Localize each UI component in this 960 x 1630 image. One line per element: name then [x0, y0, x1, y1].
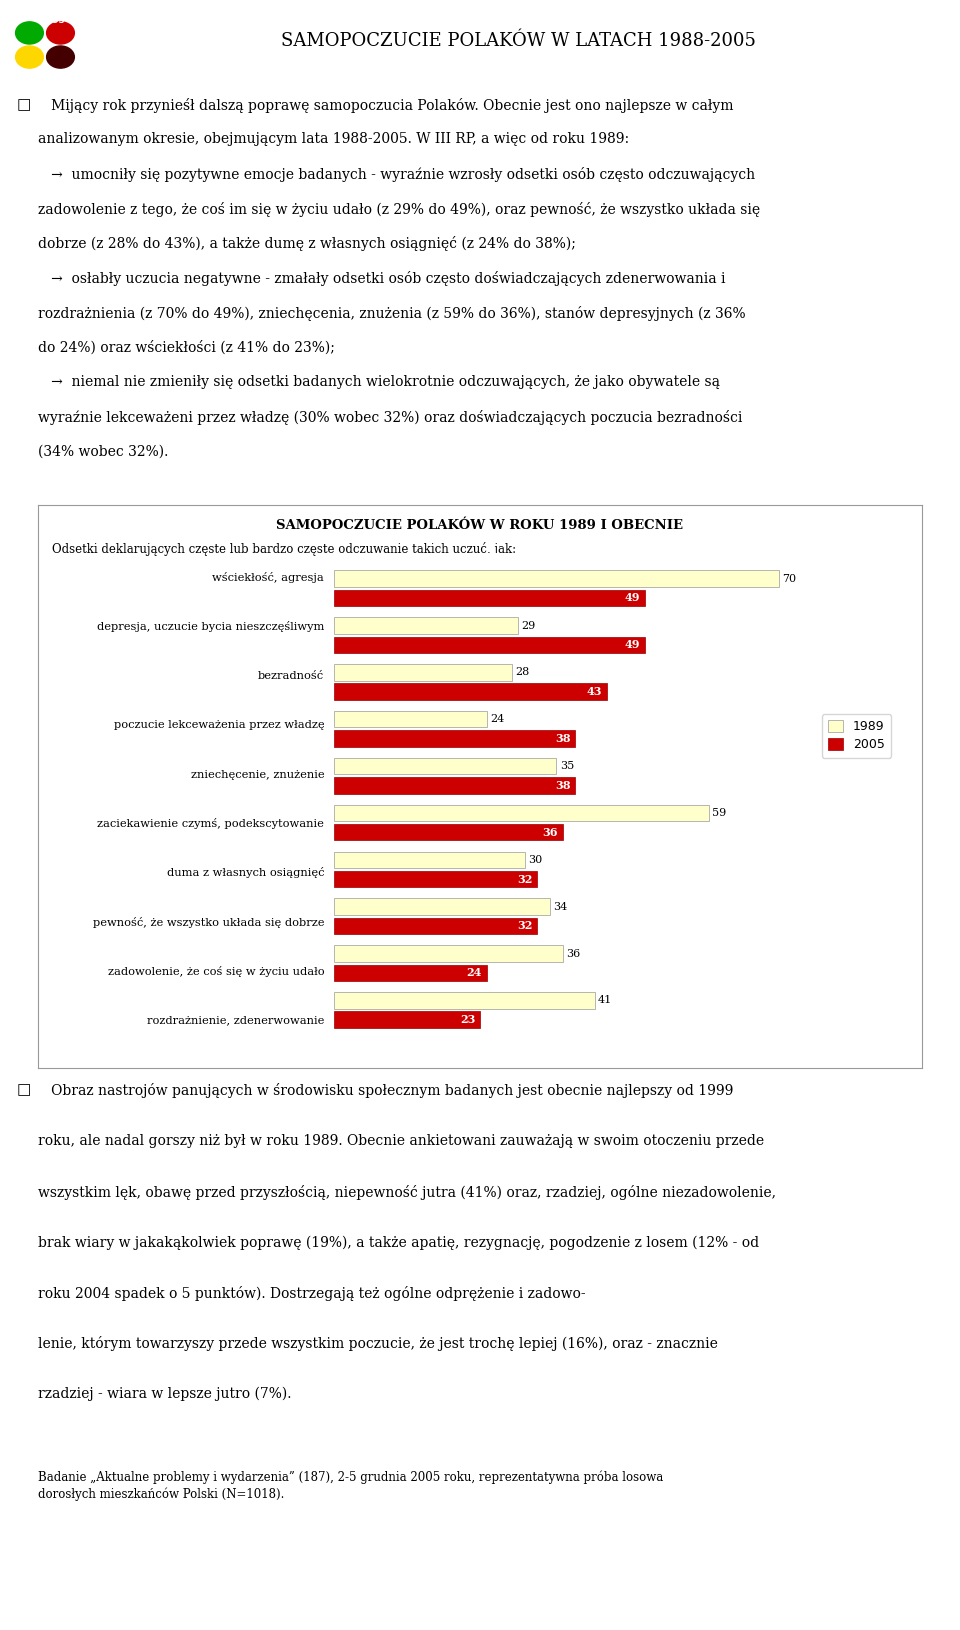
Bar: [334, 918, 538, 934]
Text: CBOS: CBOS: [39, 16, 65, 24]
Text: wyraźnie lekceważeni przez władzę (30% wobec 32%) oraz doświadczających poczucia: wyraźnie lekceważeni przez władzę (30% w…: [38, 409, 743, 424]
Text: 30: 30: [528, 854, 542, 866]
Text: 38: 38: [555, 734, 570, 743]
Text: poczucie lekceważenia przez władzę: poczucie lekceważenia przez władzę: [113, 720, 324, 730]
Text: depresja, uczucie bycia nieszczęśliwym: depresja, uczucie bycia nieszczęśliwym: [97, 621, 324, 632]
Text: □: □: [17, 98, 31, 112]
Text: SAMOPOCZUCIE POLAKÓW W ROKU 1989 I OBECNIE: SAMOPOCZUCIE POLAKÓW W ROKU 1989 I OBECN…: [276, 520, 684, 533]
Legend: 1989, 2005: 1989, 2005: [822, 714, 891, 758]
Bar: [334, 590, 645, 606]
Text: 36: 36: [566, 949, 580, 958]
Text: 49: 49: [625, 592, 640, 603]
Bar: [334, 730, 575, 747]
Text: →  osłabły uczucia negatywne - zmałały odsetki osób często doświadczających zden: → osłabły uczucia negatywne - zmałały od…: [38, 271, 726, 285]
Bar: [334, 805, 708, 822]
Text: 29: 29: [521, 621, 536, 631]
Text: duma z własnych osiągnięć: duma z własnych osiągnięć: [167, 867, 324, 879]
Text: dobrze (z 28% do 43%), a także dumę z własnych osiągnięć (z 24% do 38%);: dobrze (z 28% do 43%), a także dumę z wł…: [38, 236, 576, 251]
Bar: [334, 711, 487, 727]
Text: 36: 36: [542, 826, 558, 838]
Bar: [334, 965, 487, 981]
Text: 28: 28: [516, 667, 530, 678]
Text: 70: 70: [781, 574, 796, 584]
Text: →  umocniły się pozytywne emocje badanych - wyraźnie wzrosły odsetki osób często: → umocniły się pozytywne emocje badanych…: [38, 166, 756, 183]
Text: lenie, którym towarzyszy przede wszystkim poczucie, że jest trochę lepiej (16%),: lenie, którym towarzyszy przede wszystki…: [38, 1337, 718, 1351]
Bar: [334, 637, 645, 654]
Bar: [334, 778, 575, 794]
Text: Odsetki deklarujących częste lub bardzo częste odczuwanie takich uczuć, jak:: Odsetki deklarujących częste lub bardzo …: [52, 541, 516, 556]
Text: do 24%) oraz wściekłości (z 41% do 23%);: do 24%) oraz wściekłości (z 41% do 23%);: [38, 341, 335, 355]
Text: roku 2004 spadek o 5 punktów). Dostrzegają też ogólne odprężenie i zadowo-: roku 2004 spadek o 5 punktów). Dostrzega…: [38, 1286, 586, 1301]
Bar: [334, 898, 550, 914]
Text: roku, ale nadal gorszy niż był w roku 1989. Obecnie ankietowani zauważają w swoi: roku, ale nadal gorszy niż był w roku 19…: [38, 1134, 764, 1148]
Text: zniechęcenie, znużenie: zniechęcenie, znużenie: [191, 769, 324, 779]
Text: 41: 41: [598, 996, 612, 1006]
Text: 24: 24: [467, 967, 482, 978]
Text: 23: 23: [460, 1014, 475, 1025]
Text: 59: 59: [712, 808, 726, 818]
Bar: [334, 758, 557, 774]
Bar: [334, 945, 563, 962]
Text: rzadziej - wiara w lepsze jutro (7%).: rzadziej - wiara w lepsze jutro (7%).: [38, 1387, 292, 1402]
Text: wściekłość, agresja: wściekłość, agresja: [212, 572, 324, 584]
Text: 32: 32: [516, 921, 533, 931]
Text: Badanie „Aktualne problemy i wydarzenia” (187), 2-5 grudnia 2005 roku, reprezent: Badanie „Aktualne problemy i wydarzenia”…: [38, 1470, 663, 1501]
Bar: [334, 993, 594, 1009]
Text: Mijący rok przynieśł dalszą poprawę samopoczucia Polaków. Obecnie jest ono najle: Mijący rok przynieśł dalszą poprawę samo…: [38, 98, 733, 112]
Text: (34% wobec 32%).: (34% wobec 32%).: [38, 445, 169, 458]
Circle shape: [15, 21, 43, 44]
Text: 35: 35: [560, 761, 574, 771]
Text: zadowolenie z tego, że coś im się w życiu udało (z 29% do 49%), oraz pewność, że: zadowolenie z tego, że coś im się w życi…: [38, 202, 760, 217]
Circle shape: [15, 46, 43, 68]
Bar: [334, 618, 518, 634]
Text: 49: 49: [625, 639, 640, 650]
Text: bezradność: bezradność: [258, 672, 324, 681]
Bar: [334, 663, 512, 681]
Text: 43: 43: [587, 686, 602, 698]
Text: Obraz nastrojów panujących w środowisku społecznym badanych jest obecnie najleps: Obraz nastrojów panujących w środowisku …: [38, 1084, 733, 1099]
Text: pewność, że wszystko układa się dobrze: pewność, że wszystko układa się dobrze: [93, 916, 324, 927]
Text: zadowolenie, że coś się w życiu udało: zadowolenie, że coś się w życiu udało: [108, 967, 324, 976]
Text: rozdrażnienie, zdenerwowanie: rozdrażnienie, zdenerwowanie: [147, 1015, 324, 1025]
Text: wszystkim lęk, obawę przed przyszłością, niepewność jutra (41%) oraz, rzadziej, : wszystkim lęk, obawę przed przyszłością,…: [38, 1185, 777, 1200]
Circle shape: [47, 21, 74, 44]
Bar: [334, 1011, 480, 1029]
Bar: [334, 570, 779, 587]
Bar: [334, 683, 608, 699]
Bar: [334, 851, 525, 869]
Text: zaciekawienie czymś, podekscytowanie: zaciekawienie czymś, podekscytowanie: [97, 818, 324, 830]
Bar: [334, 825, 563, 841]
Circle shape: [47, 46, 74, 68]
Text: brak wiary w jakakąkolwiek poprawę (19%), a także apatię, rezygnację, pogodzenie: brak wiary w jakakąkolwiek poprawę (19%)…: [38, 1236, 759, 1250]
Text: rozdrażnienia (z 70% do 49%), zniechęcenia, znużenia (z 59% do 36%), stanów depr: rozdrażnienia (z 70% do 49%), zniechęcen…: [38, 306, 746, 321]
Text: SAMOPOCZUCIE POLAKÓW W LATACH 1988-2005: SAMOPOCZUCIE POLAKÓW W LATACH 1988-2005: [281, 31, 756, 51]
Text: 24: 24: [490, 714, 504, 724]
Text: 38: 38: [555, 779, 570, 791]
Text: □: □: [17, 1084, 31, 1097]
Text: analizowanym okresie, obejmującym lata 1988-2005. W III RP, a więc od roku 1989:: analizowanym okresie, obejmującym lata 1…: [38, 132, 630, 147]
Text: 32: 32: [516, 874, 533, 885]
Text: →  niemal nie zmieniły się odsetki badanych wielokrotnie odczuwających, że jako : → niemal nie zmieniły się odsetki badany…: [38, 375, 720, 390]
Text: 34: 34: [553, 901, 567, 911]
Bar: [334, 870, 538, 887]
